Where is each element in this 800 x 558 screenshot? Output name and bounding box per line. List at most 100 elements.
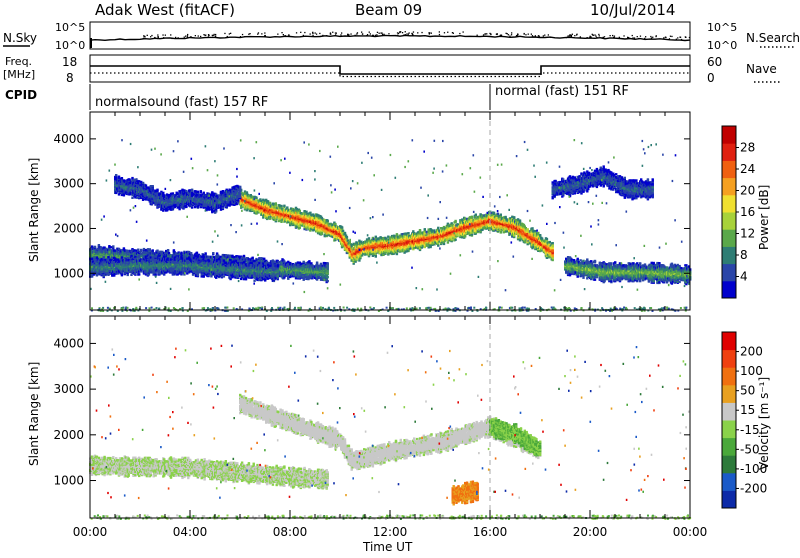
noise-dot — [367, 34, 368, 35]
noise-dot — [397, 35, 398, 36]
noise-dot — [154, 37, 155, 38]
noise-dot — [663, 37, 664, 38]
noise-dot — [421, 32, 422, 33]
noise-dot — [524, 33, 525, 34]
header-title: Adak West (fitACF) — [95, 1, 235, 19]
noise-dot — [569, 34, 570, 35]
noise-dot — [341, 32, 342, 33]
noise-dot — [535, 35, 536, 36]
noise-dot — [142, 38, 143, 39]
noise-dot — [634, 37, 635, 38]
noise-dot — [370, 33, 371, 34]
noise-dot — [490, 34, 491, 35]
heatmap-cell — [91, 258, 93, 260]
noise-dot — [224, 33, 225, 34]
noise-dot — [244, 36, 245, 37]
noise-dot — [157, 36, 158, 37]
noise-dot — [574, 35, 575, 36]
noise-dot — [187, 35, 188, 36]
noise-dot — [163, 37, 164, 38]
noise-dot — [165, 35, 166, 36]
heatmap-cell — [203, 256, 205, 258]
noise-dot — [459, 33, 460, 34]
noise-dot — [213, 35, 214, 36]
noise-dot — [447, 32, 448, 33]
heatmap-cell — [138, 273, 140, 275]
noise-dot — [258, 32, 259, 33]
noise-dot — [671, 36, 672, 37]
noise-dot — [689, 37, 690, 38]
noise-dot — [508, 34, 509, 35]
noise-dot — [637, 36, 638, 37]
noise-dot — [151, 35, 152, 36]
noise-dot — [593, 35, 594, 36]
noise-dot — [143, 35, 144, 36]
nsearch-label: N.Search — [746, 31, 800, 45]
noise-dot — [208, 36, 209, 37]
heatmap-cell — [229, 259, 231, 261]
noise-dot — [303, 35, 304, 36]
noise-dot — [248, 34, 249, 35]
noise-dot — [405, 31, 406, 32]
heatmap-cell — [121, 256, 123, 258]
noise-dot — [379, 33, 380, 34]
noise-dot — [242, 34, 243, 35]
cpid-label: CPID — [5, 88, 37, 102]
noise-dot — [532, 35, 533, 36]
noise-dot — [310, 33, 311, 34]
noise-dot — [184, 37, 185, 38]
noise-dot — [362, 33, 363, 34]
noise-dot — [572, 34, 573, 35]
noise-dot — [685, 36, 686, 37]
noise-dot — [650, 36, 651, 37]
noise-dot — [355, 35, 356, 36]
heatmap-cell — [223, 259, 225, 261]
noise-dot — [205, 35, 206, 36]
noise-dot — [644, 38, 645, 39]
noise-dot — [281, 32, 282, 33]
noise-dot — [531, 34, 532, 35]
noise-dot — [544, 35, 545, 36]
noise-dot — [496, 34, 497, 35]
heatmap-cell — [263, 258, 265, 260]
noise-dot — [340, 34, 341, 35]
nave-tick-low: 0 — [707, 71, 715, 85]
header-date: 10/Jul/2014 — [590, 1, 675, 19]
noise-dot — [171, 38, 172, 39]
heatmap-cell — [308, 260, 310, 262]
noise-dot — [296, 32, 297, 33]
nave-label: Nave — [746, 62, 777, 76]
noise-dot — [566, 37, 567, 38]
heatmap-cell — [303, 261, 305, 263]
noise-dot — [402, 32, 403, 33]
noise-dot — [175, 37, 176, 38]
noise-dot — [486, 33, 487, 34]
noise-dot — [257, 34, 258, 35]
noise-dot — [357, 32, 358, 33]
noise-dot — [405, 34, 406, 35]
noise-dot — [162, 34, 163, 35]
noise-dot — [614, 37, 615, 38]
noise-dot — [599, 35, 600, 36]
noise-dot — [592, 34, 593, 35]
noise-dot — [632, 37, 633, 38]
noise-tick-high-left: 10^5 — [55, 21, 85, 34]
noise-dot — [406, 33, 407, 34]
freq-label-line1: Freq. — [5, 55, 32, 68]
cpid-segment-2: normal (fast) 151 RF — [495, 84, 629, 99]
noise-dot — [190, 36, 191, 37]
heatmap-cell — [240, 260, 242, 262]
noise-dot — [595, 36, 596, 37]
noise-dot — [411, 33, 412, 34]
noise-dot — [208, 35, 209, 36]
noise-dot — [326, 35, 327, 36]
heatmap-cell — [98, 244, 100, 246]
noise-dot — [676, 39, 677, 40]
noise-dot — [511, 34, 512, 35]
noise-dot — [382, 34, 383, 35]
noise-dot — [312, 32, 313, 33]
noise-dot — [598, 34, 599, 35]
noise-dot — [550, 37, 551, 38]
heatmap-cell — [94, 246, 96, 248]
